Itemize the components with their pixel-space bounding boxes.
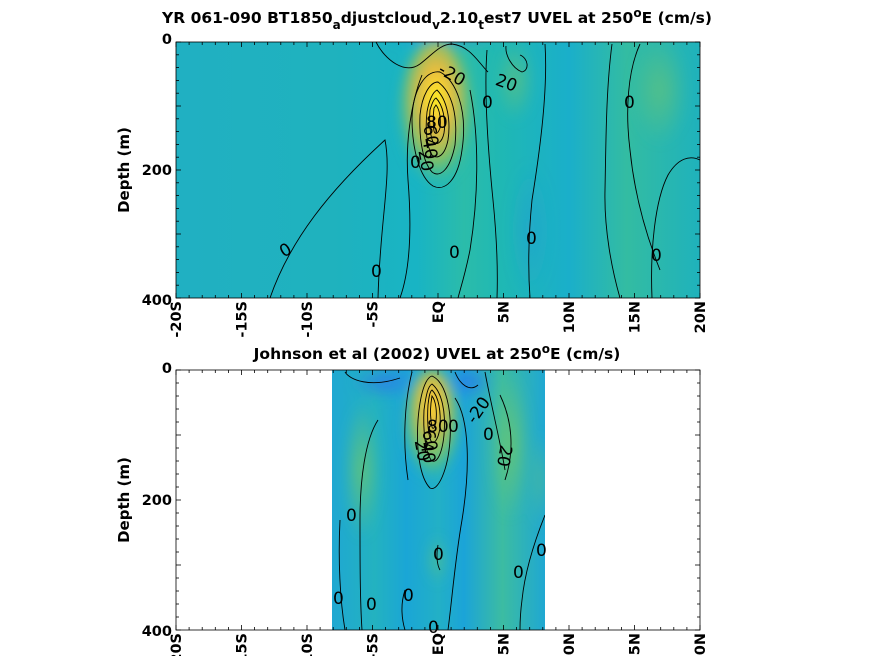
x-tick-label: 15N	[628, 301, 644, 333]
panel-2: Johnson et al (2002) UVEL at 250oE (cm/s…	[115, 342, 709, 656]
p2-ytick-200: 200	[142, 493, 172, 509]
p2-label-0f: 0	[433, 545, 444, 565]
p2-label-0b: 0	[483, 425, 494, 445]
panel-1-ylabel: Depth (m)	[115, 127, 133, 213]
x-tick-label: 10N	[562, 633, 578, 656]
p2-label-20b: 20	[492, 443, 515, 468]
x-tick-label: EQ	[431, 633, 447, 655]
x-tick-label: -20S	[169, 633, 185, 656]
panel-1: YR 061-090 BT1850adjustcloudv2.10test7 U…	[115, 6, 712, 338]
x-tick-label: -10S	[300, 633, 316, 656]
p2-label-0g: 0	[333, 589, 344, 609]
x-tick-label: 15N	[628, 633, 644, 656]
p2-label-60: 60	[417, 428, 440, 453]
panel-2-field	[332, 370, 545, 630]
panel-2-axes: 0 200 400 -20S -15S -10S -5S EQ 5N 10N 15N 20N D…	[115, 361, 709, 656]
panel-2-contours	[338, 371, 545, 630]
x-tick-label: -20S	[169, 301, 185, 338]
x-tick-label: 10N	[562, 301, 578, 333]
panel-1-title: YR 061-090 BT1850adjustcloudv2.10test7 U…	[161, 6, 712, 32]
p2-label-20: 20	[410, 438, 433, 463]
p1-label-0b: 0	[624, 93, 635, 113]
panel-1-axes: 0 200 400 -20S -15S -10S -5S EQ 5N 10N 15N 20N D…	[115, 32, 709, 338]
p1-label-0g: 0	[371, 262, 382, 282]
x-tick-label: -15S	[235, 301, 251, 338]
x-tick-label: EQ	[431, 301, 447, 323]
x-tick-label: -5S	[366, 301, 382, 328]
x-tick-label: 20N	[693, 301, 709, 333]
x-tick-label: -10S	[300, 301, 316, 338]
x-tick-label: 20N	[693, 633, 709, 656]
p1-label-0e: 0	[526, 229, 537, 249]
p1-label-0c: 0	[410, 153, 421, 173]
p2-label-0j: 0	[428, 618, 439, 638]
p2-label-0h: 0	[366, 595, 377, 615]
panel-2-contour-labels: -20 0 80 60 40 20 0 0 20 0 0 0 0 0 0 0	[333, 393, 547, 638]
panel-2-ylabel: Depth (m)	[115, 457, 133, 543]
x-tick-label: -5S	[366, 633, 382, 656]
p2-ytick-0: 0	[162, 361, 172, 377]
p2-label-0d: 0	[536, 541, 547, 561]
p1-label-40: 40	[417, 136, 440, 161]
p1-ytick-400: 400	[142, 293, 172, 309]
p2-label-0e: 0	[513, 563, 524, 583]
p2-label-0c: 0	[346, 506, 357, 526]
p2-label-80: 80	[427, 417, 449, 437]
p1-label-0h: 0	[651, 246, 662, 266]
p1-label-0d: 0	[449, 243, 460, 263]
panel-1-field	[176, 42, 700, 298]
p1-label-80: 80	[426, 113, 448, 133]
panel-1-contours	[269, 42, 700, 298]
p1-label-60: 60	[418, 123, 441, 148]
p2-label-0i: 0	[403, 586, 414, 606]
x-tick-label: -15S	[235, 633, 251, 656]
x-tick-label: 5N	[497, 301, 513, 323]
p1-label-0a: 0	[482, 93, 493, 113]
p1-label-20b: 20	[413, 148, 436, 173]
x-tick-label: 5N	[497, 633, 513, 655]
p1-ytick-0: 0	[162, 32, 172, 48]
p2-label-40: 40	[415, 440, 438, 465]
p1-ytick-200: 200	[142, 163, 172, 179]
p2-ytick-400: 400	[142, 624, 172, 640]
panel-2-title: Johnson et al (2002) UVEL at 250oE (cm/s…	[253, 342, 621, 363]
p2-label-0a: 0	[448, 417, 459, 437]
